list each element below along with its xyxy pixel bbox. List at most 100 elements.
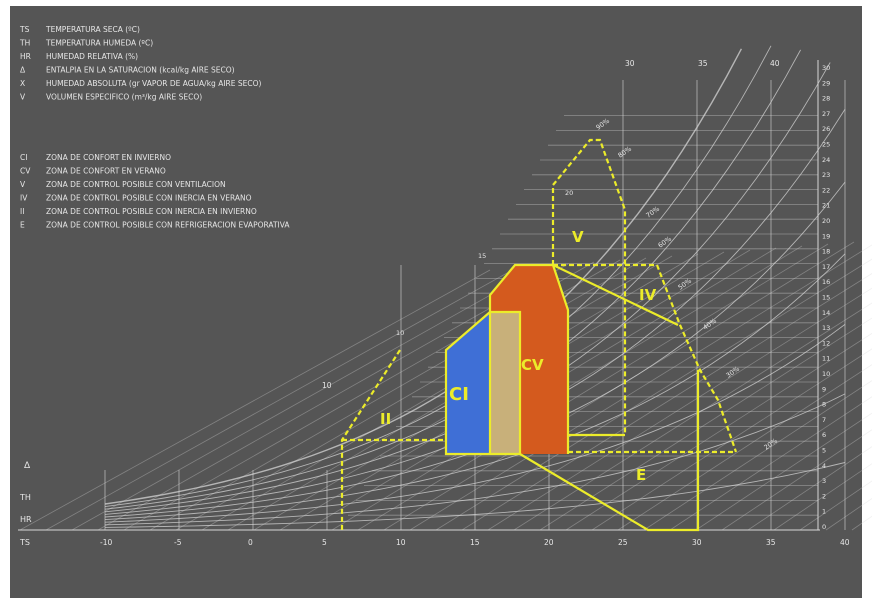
zone-label-e: E xyxy=(636,466,646,484)
right-tick-label: 1 xyxy=(822,508,826,516)
right-tick-label: 25 xyxy=(822,141,830,149)
enthalpy-line xyxy=(747,446,872,531)
top-tick-label: 35 xyxy=(698,59,708,68)
x-tick-label: -5 xyxy=(174,538,182,547)
enthalpy-line xyxy=(643,380,872,531)
enthalpy-line xyxy=(539,317,872,531)
winter-comfort-zone xyxy=(446,312,490,454)
enthalpy-line xyxy=(695,412,872,531)
zone-label-v: V xyxy=(572,228,584,246)
enthalpy-line xyxy=(669,396,872,531)
right-tick-label: 10 xyxy=(822,370,830,378)
enthalpy-line xyxy=(175,257,647,531)
legend-text: TEMPERATURA HUMEDA (ºC) xyxy=(45,39,153,48)
enthalpy-line xyxy=(513,302,872,531)
right-tick-label: 2 xyxy=(822,492,826,500)
x-tick-label: 10 xyxy=(396,538,406,547)
legend-zone-text: ZONA DE CONTROL POSIBLE CON INERCIA EN I… xyxy=(46,207,257,216)
legend-zone-text: ZONA DE CONTROL POSIBLE CON VENTILACION xyxy=(46,180,226,189)
zone-label-ci: CI xyxy=(449,384,469,405)
right-tick-label: 3 xyxy=(822,477,826,485)
right-tick-label: 17 xyxy=(822,263,830,271)
summer-comfort-zone xyxy=(490,265,568,454)
right-tick-label: 20 xyxy=(822,217,830,225)
legend-zone-code: CV xyxy=(20,167,31,176)
top-tick-label: 30 xyxy=(625,59,635,68)
legend-code: V xyxy=(20,93,26,102)
right-tick-label: 16 xyxy=(822,278,830,286)
v-outline xyxy=(551,138,627,435)
legend-text: HUMEDAD RELATIVA (%) xyxy=(46,52,138,61)
right-tick-label: 18 xyxy=(822,248,830,256)
zone-label-iv: IV xyxy=(639,286,657,304)
enthalpy-line xyxy=(357,243,829,531)
x-tick-label: 5 xyxy=(322,538,327,547)
legend-zone-text: ZONA DE CONTROL POSIBLE CON REFRIGERACIO… xyxy=(46,221,290,230)
right-tick-label: 0 xyxy=(822,523,826,531)
enthalpy-line xyxy=(773,463,872,531)
legend-zone-code: CI xyxy=(20,153,27,162)
comfort-zones xyxy=(340,138,738,532)
right-tick-label: 9 xyxy=(822,385,826,393)
wet-bulb-label: 15 xyxy=(478,252,486,260)
legend-zone-code: IV xyxy=(20,194,28,203)
rh-curve xyxy=(104,324,846,523)
x-tick-label: 30 xyxy=(692,538,702,547)
legend: TS TEMPERATURA SECA (ºC) TH TEMPERATURA HUM… xyxy=(19,25,290,230)
x-tick-label: -10 xyxy=(100,538,112,547)
legend-zone-code: II xyxy=(20,207,24,216)
overlap-area xyxy=(490,312,520,454)
legend-text: ENTALPIA EN LA SATURACION (kcal/kg AIRE … xyxy=(46,66,235,75)
e-outline xyxy=(519,370,700,532)
right-tick-label: 4 xyxy=(822,462,826,470)
enthalpy-line xyxy=(591,348,872,531)
x-tick-label: 40 xyxy=(840,538,850,547)
right-tick-label: 13 xyxy=(822,324,830,332)
rh-curve xyxy=(104,253,846,521)
enthalpy-line xyxy=(71,265,543,531)
right-tick-label: 28 xyxy=(822,95,830,103)
zone-label-cv: CV xyxy=(521,356,544,374)
right-tick-label: 6 xyxy=(822,431,826,439)
legend-zone-text: ZONA DE CONFORT EN VERANO xyxy=(46,167,166,176)
wet-bulb-label: 20 xyxy=(565,189,573,197)
right-tick-label: 12 xyxy=(822,339,830,347)
right-tick-label: 8 xyxy=(822,401,826,409)
legend-code: Δ xyxy=(20,66,26,75)
legend-text: HUMEDAD ABSOLUTA (gr VAPOR DE AGUA/kg AI… xyxy=(46,79,262,88)
x-tick-label: 0 xyxy=(248,538,253,547)
enthalpy-line xyxy=(383,241,855,531)
legend-text: TEMPERATURA SECA (ºC) xyxy=(45,25,140,34)
rh-curve xyxy=(104,48,743,505)
x-tick-label: 25 xyxy=(618,538,628,547)
right-tick-label: 26 xyxy=(822,125,830,133)
enthalpy-line xyxy=(201,255,673,531)
enthalpy-line xyxy=(435,258,872,531)
side-label-ts: TS xyxy=(19,538,30,547)
wet-bulb-label: 10 xyxy=(396,329,404,337)
legend-code: HR xyxy=(20,52,31,61)
legend-zone-code: E xyxy=(20,221,25,230)
zone-label-ii: II xyxy=(380,410,391,428)
enthalpy-line xyxy=(45,267,517,531)
x-tick-label: 15 xyxy=(470,538,480,547)
iv-outline xyxy=(553,263,738,453)
right-tick-label: 15 xyxy=(822,294,830,302)
side-label-hr: HR xyxy=(20,515,32,524)
x-tick-label: 20 xyxy=(544,538,554,547)
right-tick-label: 30 xyxy=(822,64,830,72)
top-tick-label: 10 xyxy=(322,381,332,390)
enthalpy-line xyxy=(19,269,491,531)
legend-code: TH xyxy=(19,39,30,48)
top-tick-label: 40 xyxy=(770,59,780,68)
right-tick-label: 5 xyxy=(822,447,826,455)
rh-curve xyxy=(104,462,846,528)
enthalpy-line xyxy=(721,429,872,531)
enthalpy-line xyxy=(565,332,872,531)
right-tick-label: 22 xyxy=(822,186,830,194)
legend-zone-code: V xyxy=(20,180,26,189)
legend-zone-text: ZONA DE CONFORT EN INVIERNO xyxy=(46,153,171,162)
legend-code: TS xyxy=(19,25,30,34)
